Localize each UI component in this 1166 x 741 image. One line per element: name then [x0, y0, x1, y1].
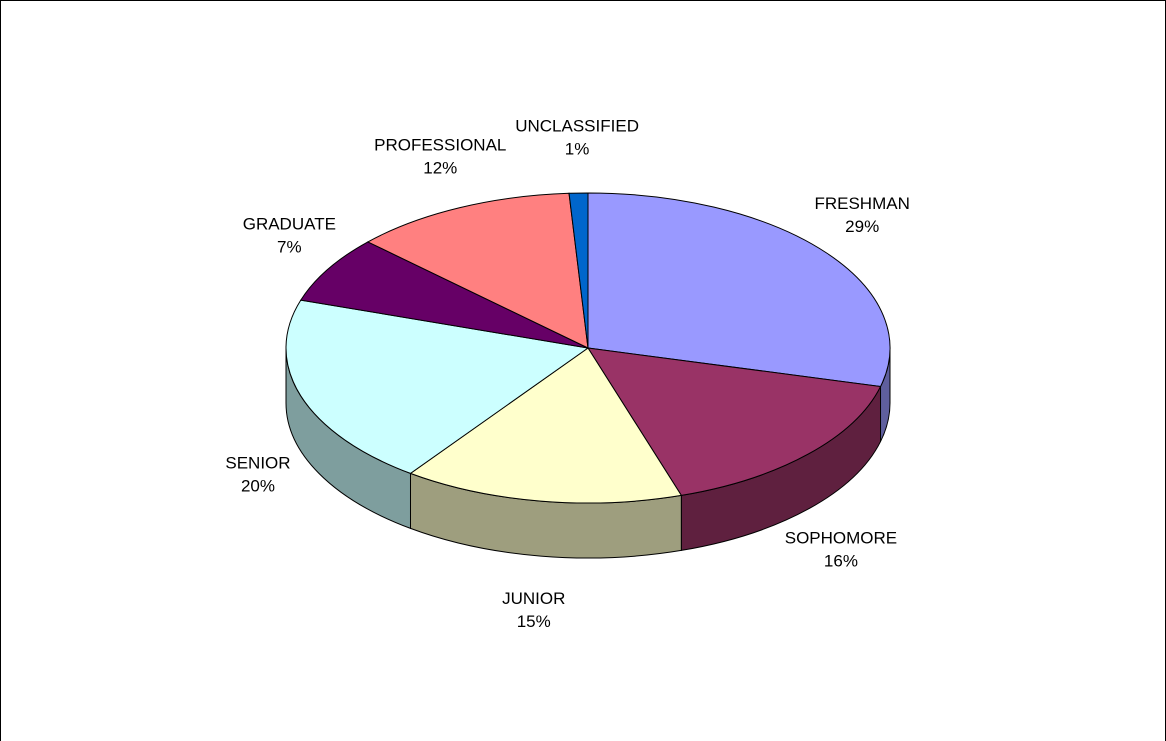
slice-value-label: 29%	[845, 217, 879, 236]
slice-label: FRESHMAN	[814, 194, 909, 213]
slice	[285, 299, 590, 474]
slice	[366, 192, 589, 349]
slice	[587, 347, 882, 496]
slice	[568, 192, 589, 349]
slice	[299, 241, 589, 349]
slice-label: JUNIOR	[502, 589, 565, 608]
slice-label: PROFESSIONAL	[374, 136, 506, 155]
slice-label: SOPHOMORE	[785, 528, 897, 547]
slice	[409, 347, 683, 504]
slice-value-label: 16%	[824, 551, 858, 570]
slice-value-label: 12%	[423, 159, 457, 178]
slice	[587, 192, 891, 388]
slice-value-label: 20%	[241, 476, 275, 495]
slice-value-label: 1%	[565, 140, 590, 159]
slice-value-label: 7%	[277, 238, 302, 257]
slice-label: UNCLASSIFIED	[515, 117, 639, 136]
slice-label: GRADUATE	[243, 215, 336, 234]
slice-value-label: 15%	[517, 612, 551, 631]
slice-label: SENIOR	[225, 453, 290, 472]
